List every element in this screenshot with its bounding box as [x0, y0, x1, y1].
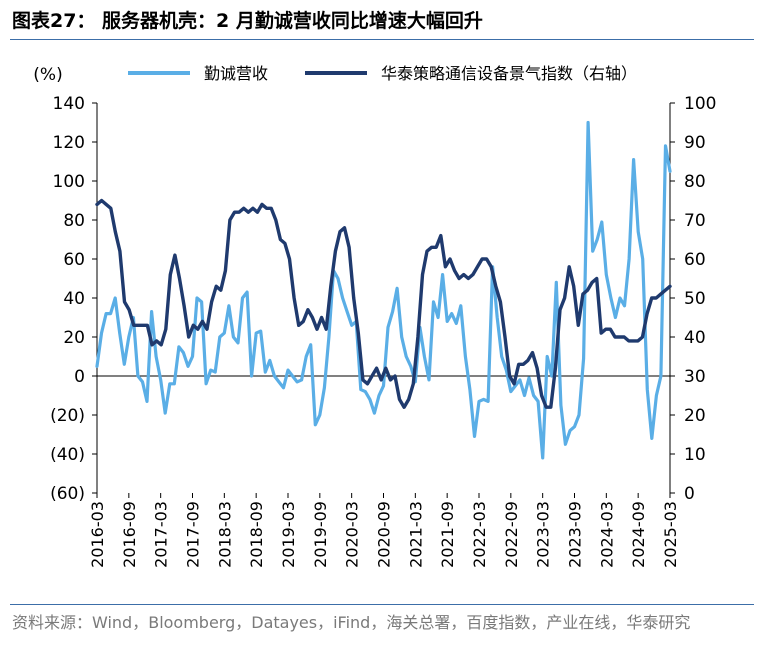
right-tick-label: 70 [684, 211, 706, 231]
source-divider [10, 604, 754, 605]
source-note: 资料来源：Wind，Bloomberg，Datayes，iFind，海关总署，百… [12, 613, 691, 632]
left-tick-label: (60) [50, 484, 85, 504]
x-tick-label: 2019-03 [279, 501, 298, 568]
right-tick-label: 90 [684, 133, 706, 153]
right-tick-label: 10 [684, 445, 706, 465]
x-tick-label: 2024-09 [629, 501, 648, 568]
x-tick-label: 2020-09 [375, 501, 394, 568]
x-tick-label: 2021-09 [438, 501, 457, 568]
legend-label-index: 华泰策略通信设备景气指数（右轴） [381, 64, 637, 83]
x-axis-ticks: 2016-03 2016-09 2017-03 2017-09 2018-03 2018-… [88, 493, 680, 568]
series-layer [95, 120, 672, 460]
left-tick-label: (40) [50, 445, 85, 465]
x-tick-label: 2016-03 [88, 501, 107, 568]
left-tick-label: 20 [63, 328, 85, 348]
left-tick-label: 60 [63, 250, 85, 270]
x-tick-label: 2022-03 [470, 501, 489, 568]
left-tick-label: 120 [53, 133, 85, 153]
chart: 勤诚营收 华泰策略通信设备景气指数（右轴） 140120100806040200(… [33, 64, 716, 568]
right-tick-label: 60 [684, 250, 706, 270]
chart-title: 图表27： 服务器机壳：2 月勤诚营收同比增速大幅回升 [12, 10, 483, 32]
left-tick-label: 80 [63, 211, 85, 231]
x-tick-label: 2017-09 [184, 501, 203, 568]
revenue-series-line [95, 120, 672, 460]
x-tick-label: 2019-09 [311, 501, 330, 568]
right-tick-label: 20 [684, 406, 706, 426]
x-tick-label: 2018-09 [247, 501, 266, 568]
x-tick-label: 2018-03 [215, 501, 234, 568]
x-tick-label: 2020-03 [343, 501, 362, 568]
legend-label-revenue: 勤诚营收 [204, 64, 268, 83]
right-tick-label: 100 [684, 94, 716, 114]
x-tick-label: 2017-03 [152, 501, 171, 568]
x-tick-label: 2023-03 [534, 501, 553, 568]
x-tick-label: 2021-03 [406, 501, 425, 568]
left-tick-label: 100 [53, 172, 85, 192]
x-tick-label: 2024-03 [597, 501, 616, 568]
legend: 勤诚营收 华泰策略通信设备景气指数（右轴） [128, 64, 637, 83]
left-tick-label: 0 [74, 367, 85, 387]
right-tick-label: 0 [684, 484, 695, 504]
x-tick-label: 2023-09 [566, 501, 585, 568]
x-tick-label: 2016-09 [120, 501, 139, 568]
axes: 140120100806040200(20)(40)(60)(%)1009080… [33, 65, 716, 504]
left-tick-label: (20) [50, 406, 85, 426]
right-tick-label: 80 [684, 172, 706, 192]
right-tick-label: 50 [684, 289, 706, 309]
x-tick-label: 2022-09 [502, 501, 521, 568]
x-tick-label: 2025-03 [661, 501, 680, 568]
right-tick-label: 40 [684, 328, 706, 348]
left-axis-unit: (%) [33, 65, 62, 85]
left-tick-label: 140 [53, 94, 85, 114]
left-tick-label: 40 [63, 289, 85, 309]
title-divider [10, 39, 754, 40]
right-tick-label: 30 [684, 367, 706, 387]
index-series-line [95, 198, 672, 409]
